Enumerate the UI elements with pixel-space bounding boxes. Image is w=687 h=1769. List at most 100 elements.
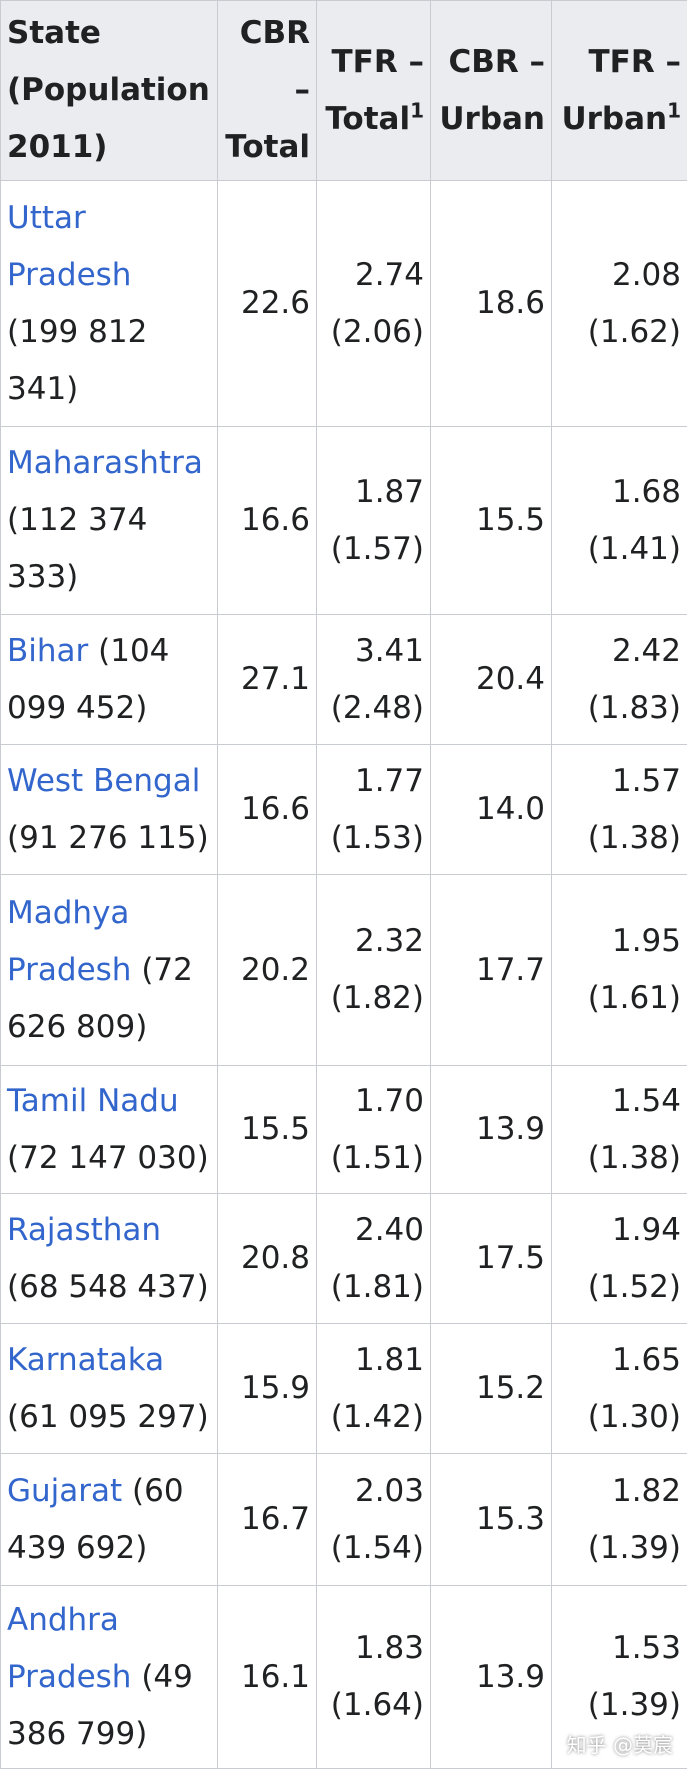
tfr-alt-value: (2.48)	[323, 680, 424, 737]
tfr-value: 2.74	[323, 247, 424, 304]
tfr-total-cell: 2.32(1.82)	[317, 875, 431, 1066]
tfr-alt-value: (1.51)	[323, 1130, 424, 1187]
state-cell: Madhya Pradesh (72 626 809)	[1, 875, 218, 1066]
state-link[interactable]: Uttar Pradesh	[7, 200, 131, 293]
state-cell: Uttar Pradesh (199 812 341)	[1, 181, 218, 427]
tfr-alt-value: (1.30)	[558, 1389, 681, 1446]
cbr-urban-cell: 20.4	[431, 615, 552, 745]
tfr-total-cell: 1.87(1.57)	[317, 427, 431, 615]
header-text: TFR – Urban	[561, 44, 681, 137]
tfr-alt-value: (2.06)	[323, 304, 424, 361]
cbr-urban-cell: 15.3	[431, 1454, 552, 1586]
cbr-urban-cell: 13.9	[431, 1586, 552, 1769]
population: (91 276 115)	[7, 820, 209, 856]
cbr-total-cell: 15.5	[218, 1066, 317, 1194]
tfr-alt-value: (1.61)	[558, 970, 681, 1027]
state-link[interactable]: Tamil Nadu	[7, 1083, 179, 1119]
state-cell: Tamil Nadu (72 147 030)	[1, 1066, 218, 1194]
header-cell: CBR – Total	[218, 1, 317, 181]
state-link[interactable]: Bihar	[7, 633, 88, 669]
tfr-value: 1.57	[558, 753, 681, 810]
tfr-total-cell: 2.74(2.06)	[317, 181, 431, 427]
population: (72 147 030)	[7, 1140, 209, 1176]
state-link[interactable]: Madhya Pradesh	[7, 895, 131, 988]
tfr-alt-value: (1.64)	[323, 1677, 424, 1734]
tfr-total-cell: 3.41(2.48)	[317, 615, 431, 745]
state-link[interactable]: Gujarat	[7, 1473, 122, 1509]
state-cell: Gujarat (60 439 692)	[1, 1454, 218, 1586]
tfr-urban-cell: 2.42(1.83)	[552, 615, 687, 745]
tfr-urban-cell: 1.54(1.38)	[552, 1066, 687, 1194]
cbr-total-cell: 16.7	[218, 1454, 317, 1586]
header-cell: TFR – Urban1	[552, 1, 687, 181]
tfr-alt-value: (1.82)	[323, 970, 424, 1027]
state-cell: Maharashtra (112 374 333)	[1, 427, 218, 615]
tfr-urban-cell: 1.65(1.30)	[552, 1324, 687, 1454]
tfr-alt-value: (1.54)	[323, 1520, 424, 1577]
state-link[interactable]: Rajasthan	[7, 1212, 161, 1248]
state-link[interactable]: Karnataka	[7, 1342, 164, 1378]
header-text: CBR – Urban	[439, 44, 545, 137]
header-text: TFR – Total	[325, 44, 424, 137]
tfr-total-cell: 2.40(1.81)	[317, 1194, 431, 1324]
tfr-alt-value: (1.62)	[558, 304, 681, 361]
tfr-value: 1.94	[558, 1202, 681, 1259]
tfr-urban-cell: 1.82(1.39)	[552, 1454, 687, 1586]
state-link[interactable]: Maharashtra	[7, 445, 203, 481]
tfr-urban-cell: 1.95(1.61)	[552, 875, 687, 1066]
cbr-total-cell: 16.1	[218, 1586, 317, 1769]
cbr-total-cell: 15.9	[218, 1324, 317, 1454]
cbr-urban-cell: 13.9	[431, 1066, 552, 1194]
tfr-value: 1.77	[323, 753, 424, 810]
tfr-value: 2.03	[323, 1463, 424, 1520]
state-cell: Karnataka (61 095 297)	[1, 1324, 218, 1454]
tfr-urban-cell: 1.94(1.52)	[552, 1194, 687, 1324]
header-cell: State (Population 2011)	[1, 1, 218, 181]
state-cell: Bihar (104 099 452)	[1, 615, 218, 745]
tfr-total-cell: 1.81(1.42)	[317, 1324, 431, 1454]
tfr-value: 1.95	[558, 913, 681, 970]
tfr-value: 2.08	[558, 247, 681, 304]
cbr-total-cell: 20.8	[218, 1194, 317, 1324]
tfr-total-cell: 1.70(1.51)	[317, 1066, 431, 1194]
header-cell: CBR – Urban	[431, 1, 552, 181]
tfr-value: 2.40	[323, 1202, 424, 1259]
tfr-value: 1.87	[323, 464, 424, 521]
population: (112 374 333)	[7, 502, 147, 595]
tfr-alt-value: (1.41)	[558, 521, 681, 578]
tfr-alt-value: (1.52)	[558, 1259, 681, 1316]
tfr-total-cell: 2.03(1.54)	[317, 1454, 431, 1586]
state-link[interactable]: West Bengal	[7, 763, 200, 799]
population: (61 095 297)	[7, 1399, 209, 1435]
tfr-value: 1.70	[323, 1073, 424, 1130]
footnote-ref[interactable]: 1	[667, 98, 681, 122]
tfr-alt-value: (1.81)	[323, 1259, 424, 1316]
cbr-urban-cell: 18.6	[431, 181, 552, 427]
state-cell: Andhra Pradesh (49 386 799)	[1, 1586, 218, 1769]
state-link[interactable]: Andhra Pradesh	[7, 1602, 131, 1695]
header-text: CBR – Total	[225, 15, 310, 165]
tfr-alt-value: (1.39)	[558, 1677, 681, 1734]
tfr-value: 1.68	[558, 464, 681, 521]
footnote-ref[interactable]: 1	[410, 98, 424, 122]
tfr-alt-value: (1.39)	[558, 1520, 681, 1577]
cbr-total-cell: 16.6	[218, 427, 317, 615]
tfr-urban-cell: 1.68(1.41)	[552, 427, 687, 615]
tfr-alt-value: (1.57)	[323, 521, 424, 578]
tfr-urban-cell: 1.57(1.38)	[552, 745, 687, 875]
header-cell: TFR – Total1	[317, 1, 431, 181]
cbr-urban-cell: 17.5	[431, 1194, 552, 1324]
cbr-urban-cell: 14.0	[431, 745, 552, 875]
tfr-alt-value: (1.38)	[558, 1130, 681, 1187]
